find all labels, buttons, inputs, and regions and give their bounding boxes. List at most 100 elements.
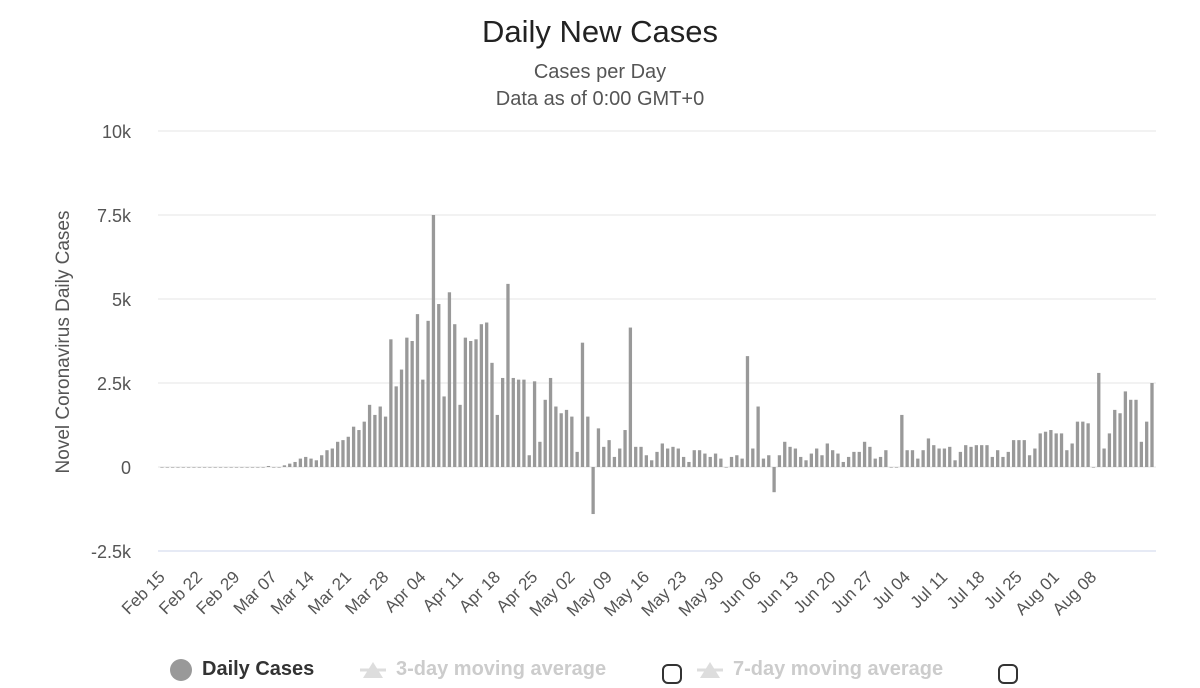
- bar[interactable]: [990, 456, 994, 467]
- bar[interactable]: [224, 467, 228, 468]
- bar[interactable]: [1011, 440, 1016, 467]
- bar[interactable]: [240, 467, 244, 468]
- bar[interactable]: [282, 465, 287, 467]
- bar[interactable]: [1070, 443, 1074, 467]
- bar[interactable]: [996, 450, 1000, 467]
- bar[interactable]: [277, 467, 281, 468]
- bar[interactable]: [1091, 467, 1096, 468]
- bar[interactable]: [266, 465, 271, 467]
- bar[interactable]: [809, 453, 813, 467]
- bar[interactable]: [288, 463, 292, 467]
- bar[interactable]: [213, 467, 217, 468]
- bar[interactable]: [362, 421, 366, 467]
- bar[interactable]: [516, 379, 521, 467]
- bar[interactable]: [463, 337, 468, 467]
- bar[interactable]: [969, 446, 973, 467]
- bar[interactable]: [208, 467, 212, 468]
- bar[interactable]: [234, 467, 239, 468]
- bar[interactable]: [171, 467, 175, 468]
- bar[interactable]: [1081, 421, 1085, 467]
- bar[interactable]: [932, 445, 936, 467]
- bar[interactable]: [378, 406, 382, 467]
- bar[interactable]: [884, 450, 888, 467]
- bar[interactable]: [250, 467, 255, 468]
- bar[interactable]: [1038, 433, 1042, 467]
- bar[interactable]: [623, 430, 627, 467]
- bar[interactable]: [681, 456, 686, 467]
- bar[interactable]: [1097, 372, 1101, 467]
- bar[interactable]: [793, 448, 798, 467]
- bar[interactable]: [389, 339, 393, 467]
- bar[interactable]: [532, 381, 537, 467]
- bar[interactable]: [415, 314, 420, 467]
- bar[interactable]: [511, 377, 515, 467]
- bar[interactable]: [394, 386, 398, 467]
- bar[interactable]: [618, 448, 622, 467]
- bar[interactable]: [841, 461, 845, 467]
- bar[interactable]: [878, 456, 883, 467]
- bar[interactable]: [889, 467, 893, 468]
- bar[interactable]: [1054, 433, 1058, 467]
- bar[interactable]: [713, 453, 718, 467]
- bar[interactable]: [948, 446, 952, 467]
- bar[interactable]: [1049, 430, 1053, 467]
- bar[interactable]: [186, 467, 191, 468]
- bar[interactable]: [367, 404, 372, 467]
- bar[interactable]: [666, 448, 670, 467]
- bar[interactable]: [442, 396, 446, 467]
- bar[interactable]: [958, 451, 963, 467]
- bar[interactable]: [474, 339, 478, 467]
- bar[interactable]: [591, 467, 595, 515]
- bar[interactable]: [421, 379, 425, 467]
- bar[interactable]: [453, 324, 457, 467]
- bar[interactable]: [538, 441, 542, 467]
- bar[interactable]: [522, 379, 526, 467]
- bar[interactable]: [261, 467, 265, 468]
- bar[interactable]: [1006, 451, 1010, 467]
- legend-daily-cases[interactable]: Daily Cases: [170, 658, 314, 681]
- bar[interactable]: [660, 443, 664, 467]
- bar[interactable]: [612, 456, 617, 467]
- bar[interactable]: [165, 467, 169, 468]
- bar[interactable]: [543, 399, 547, 467]
- bar[interactable]: [596, 428, 601, 467]
- bar[interactable]: [314, 460, 318, 467]
- legend-7-day-average[interactable]: 7-day moving average: [697, 658, 943, 681]
- bar[interactable]: [298, 458, 303, 467]
- bar[interactable]: [1065, 450, 1069, 467]
- bar[interactable]: [974, 445, 978, 467]
- bar[interactable]: [602, 446, 606, 467]
- bar[interactable]: [554, 406, 558, 467]
- bar[interactable]: [410, 341, 414, 467]
- bar[interactable]: [495, 414, 499, 467]
- bar[interactable]: [458, 404, 462, 467]
- bar[interactable]: [910, 450, 915, 467]
- bar[interactable]: [564, 409, 569, 467]
- bar[interactable]: [1107, 433, 1112, 467]
- bar[interactable]: [836, 453, 840, 467]
- bar[interactable]: [1139, 441, 1143, 467]
- bar[interactable]: [799, 456, 803, 467]
- bar[interactable]: [575, 451, 579, 467]
- bar[interactable]: [426, 320, 430, 467]
- bar[interactable]: [351, 426, 356, 467]
- bar[interactable]: [937, 448, 941, 467]
- bar[interactable]: [900, 414, 904, 467]
- bar[interactable]: [527, 455, 531, 467]
- bar[interactable]: [490, 362, 494, 467]
- bar[interactable]: [751, 448, 755, 467]
- bar[interactable]: [176, 467, 180, 468]
- bar[interactable]: [304, 456, 308, 467]
- bar[interactable]: [942, 448, 947, 467]
- bar[interactable]: [479, 324, 483, 467]
- bar[interactable]: [1043, 431, 1048, 467]
- bar[interactable]: [330, 448, 334, 467]
- bar[interactable]: [655, 451, 659, 467]
- legend-3-day-average[interactable]: 3-day moving average: [360, 658, 606, 681]
- bar[interactable]: [639, 446, 643, 467]
- bar[interactable]: [548, 377, 553, 467]
- bar[interactable]: [336, 441, 340, 467]
- bar[interactable]: [586, 416, 590, 467]
- bar[interactable]: [644, 455, 648, 467]
- bar[interactable]: [1150, 383, 1154, 467]
